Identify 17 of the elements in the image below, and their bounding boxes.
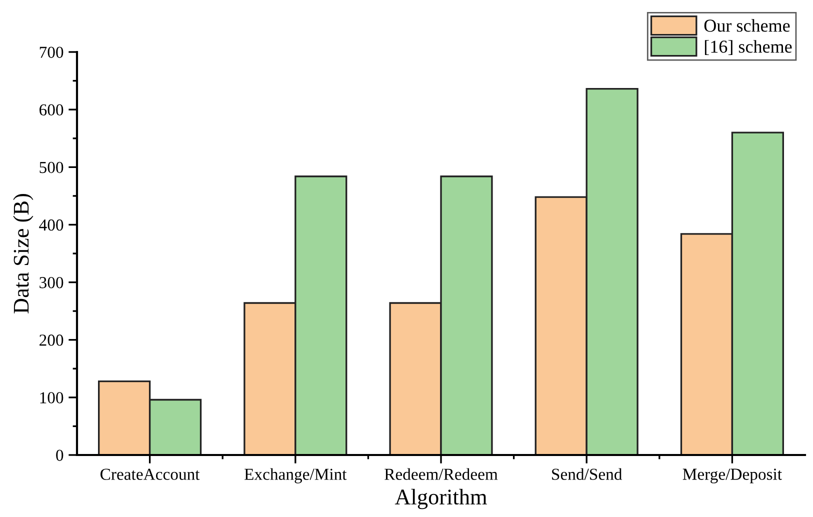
x-tick-label: CreateAccount — [100, 468, 200, 480]
y-tick-label: 100 — [40, 392, 64, 404]
legend-label: Our scheme — [704, 19, 790, 32]
x-tick-label: Merge/Deposit — [682, 468, 782, 484]
y-tick-label: 500 — [40, 162, 64, 174]
y-tick-label: 300 — [40, 276, 64, 288]
x-axis-title: Algorithm — [394, 488, 487, 510]
y-tick-label: 400 — [39, 219, 64, 231]
x-tick-label: Redeem/Redeem — [384, 468, 498, 480]
x-tick-label: Send/Send — [552, 468, 622, 480]
y-tick-label: 0 — [56, 450, 64, 461]
x-tick-label: Exchange/Mint — [244, 468, 347, 484]
y-axis-title: Data Size (B) — [13, 194, 34, 314]
legend-label: [16] scheme — [704, 40, 792, 56]
y-tick-label: 200 — [40, 334, 64, 346]
y-tick-label: 600 — [40, 104, 64, 116]
y-tick-label: 700 — [40, 46, 64, 58]
